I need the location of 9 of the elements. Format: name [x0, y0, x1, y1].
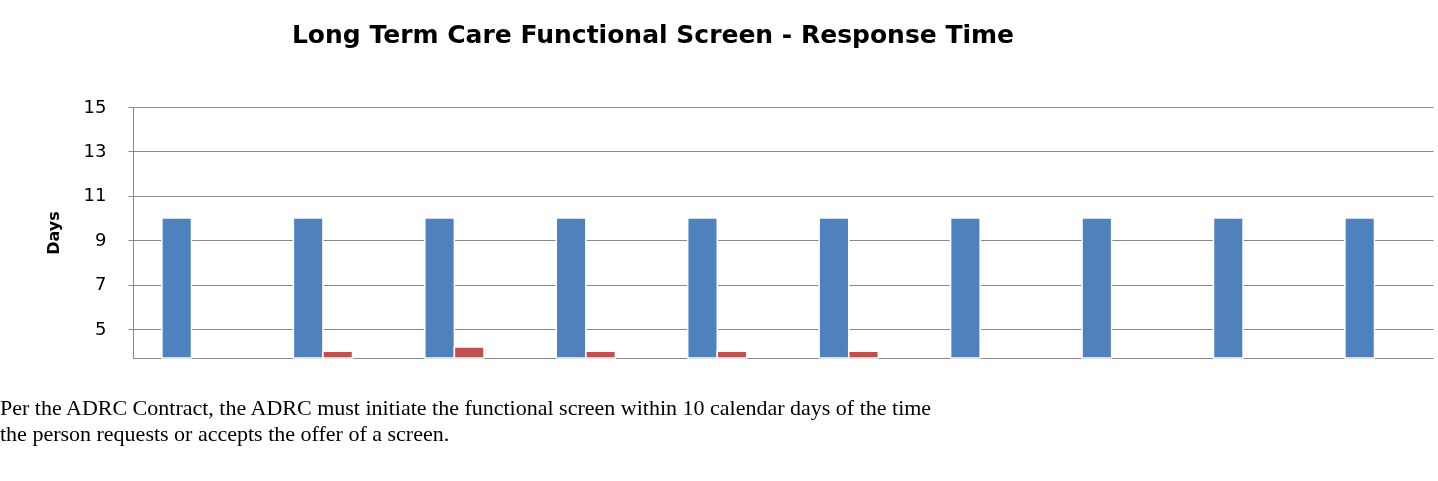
text: Per the ADRC Contract, the ADRC must initiate the functional screen within 10 calendar days of the time the person requests or accepts the offer of a screen.	[0, 395, 932, 446]
y-tick-label: 11	[83, 184, 107, 206]
y-tick-label: 9	[95, 228, 107, 250]
y-tick-label: 15	[83, 95, 107, 117]
y-tick-label: 5	[95, 317, 107, 339]
chart-title: Long Term Care Functional Screen - Response Time	[291, 20, 1015, 49]
y-tick-label: 13	[83, 139, 107, 161]
y-axis-title: Days	[43, 211, 63, 255]
y-tick-label: 7	[95, 273, 107, 295]
